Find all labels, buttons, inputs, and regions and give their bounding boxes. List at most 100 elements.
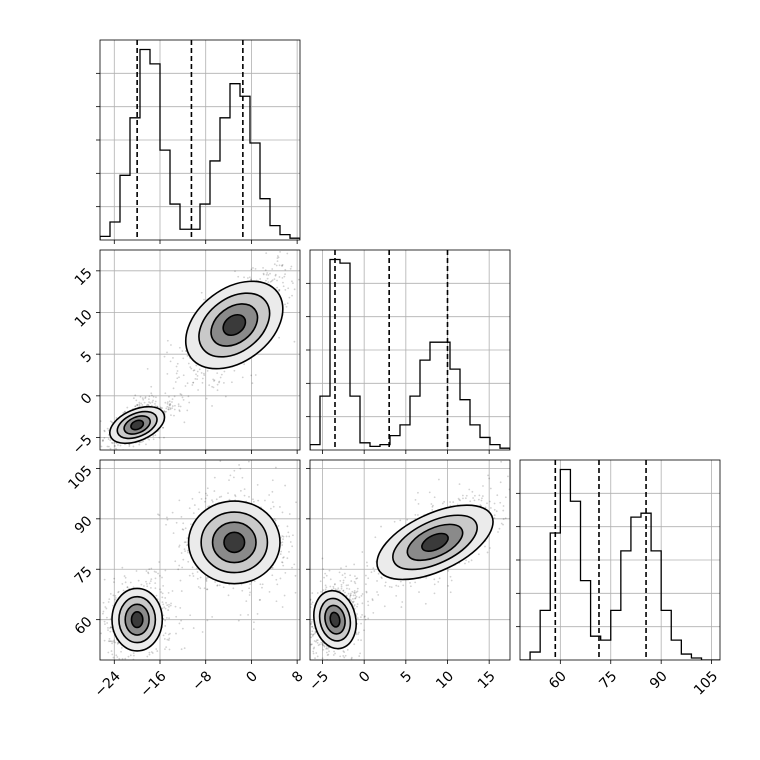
sample-point: [343, 572, 346, 575]
sample-point: [195, 364, 198, 367]
sample-point: [228, 498, 231, 501]
sample-point: [154, 582, 157, 585]
sample-point: [365, 590, 368, 593]
sample-point: [167, 406, 170, 409]
sample-point: [113, 639, 115, 642]
sample-point: [499, 501, 502, 504]
sample-point: [193, 369, 196, 371]
sample-point: [496, 494, 499, 497]
sample-point: [291, 294, 293, 297]
sample-point: [324, 588, 327, 591]
sample-point: [186, 409, 189, 412]
sample-point: [138, 404, 141, 407]
sample-point: [502, 505, 505, 507]
sample-point: [364, 618, 367, 621]
sample-point: [481, 497, 483, 500]
sample-point: [169, 407, 172, 410]
sample-point: [189, 366, 192, 369]
sample-point: [173, 414, 175, 417]
histogram-step-p0: [100, 48, 300, 240]
sample-point: [160, 407, 162, 410]
sample-point: [447, 584, 449, 587]
sample-point: [355, 577, 358, 580]
sample-point: [215, 498, 218, 501]
sample-point: [216, 584, 219, 587]
sample-point: [161, 601, 164, 603]
sample-point: [310, 622, 312, 625]
sample-point: [380, 525, 382, 528]
sample-point: [276, 286, 278, 289]
sample-point: [417, 514, 419, 516]
sample-point: [216, 383, 219, 386]
sample-point: [346, 648, 349, 651]
sample-point: [337, 587, 340, 590]
sample-point: [103, 429, 106, 432]
sample-point: [480, 499, 483, 502]
sample-point: [257, 499, 260, 502]
sample-point: [363, 616, 366, 618]
sample-point: [406, 518, 409, 521]
sample-point: [477, 553, 480, 556]
sample-point: [282, 285, 285, 288]
sample-point: [233, 369, 236, 372]
sample-point: [284, 289, 287, 291]
sample-point: [184, 385, 187, 387]
sample-point: [171, 407, 174, 409]
sample-point: [197, 508, 200, 511]
sample-point: [384, 581, 387, 584]
sample-point: [124, 576, 127, 579]
sample-point: [168, 648, 171, 651]
sample-point: [219, 460, 222, 462]
sample-point: [113, 640, 115, 643]
sample-point: [477, 498, 480, 501]
sample-point: [388, 585, 391, 588]
sample-point: [213, 379, 216, 382]
sample-point: [158, 514, 161, 517]
sample-point: [265, 273, 268, 276]
sample-point: [321, 643, 324, 646]
sample-point: [171, 590, 174, 592]
histogram-content-p2: [520, 460, 720, 660]
sample-point: [222, 586, 225, 589]
sample-point: [321, 644, 324, 647]
sample-point: [121, 566, 124, 569]
sample-point: [367, 600, 369, 603]
sample-point: [114, 597, 117, 599]
sample-point: [271, 268, 274, 270]
sample-point: [247, 614, 249, 616]
sample-point: [109, 592, 112, 595]
sample-point: [150, 392, 153, 395]
sample-point: [441, 502, 444, 505]
sample-point: [126, 586, 129, 589]
sample-point: [109, 420, 112, 423]
sample-point: [162, 426, 165, 429]
sample-point: [118, 657, 121, 660]
sample-point: [105, 616, 108, 619]
sample-point: [326, 654, 329, 657]
sample-point: [229, 474, 232, 477]
sample-point: [158, 561, 161, 563]
sample-point: [284, 484, 287, 487]
sample-point: [399, 519, 402, 522]
sample-point: [253, 621, 255, 624]
sample-point: [341, 574, 344, 577]
sample-point: [381, 577, 383, 580]
sample-point: [325, 647, 328, 649]
sample-point: [401, 601, 404, 603]
sample-point: [384, 584, 387, 587]
sample-point: [191, 566, 194, 569]
sample-point: [493, 514, 496, 517]
sample-point: [252, 498, 254, 501]
sample-point: [354, 594, 357, 597]
sample-point: [493, 517, 496, 519]
sample-point: [184, 550, 187, 553]
sample-point: [207, 505, 210, 508]
sample-point: [157, 513, 159, 516]
sample-point: [191, 384, 194, 386]
sample-point: [168, 404, 171, 407]
sample-point: [461, 494, 464, 497]
sample-point: [218, 381, 220, 384]
sample-point: [281, 544, 284, 546]
sample-point: [163, 606, 166, 609]
